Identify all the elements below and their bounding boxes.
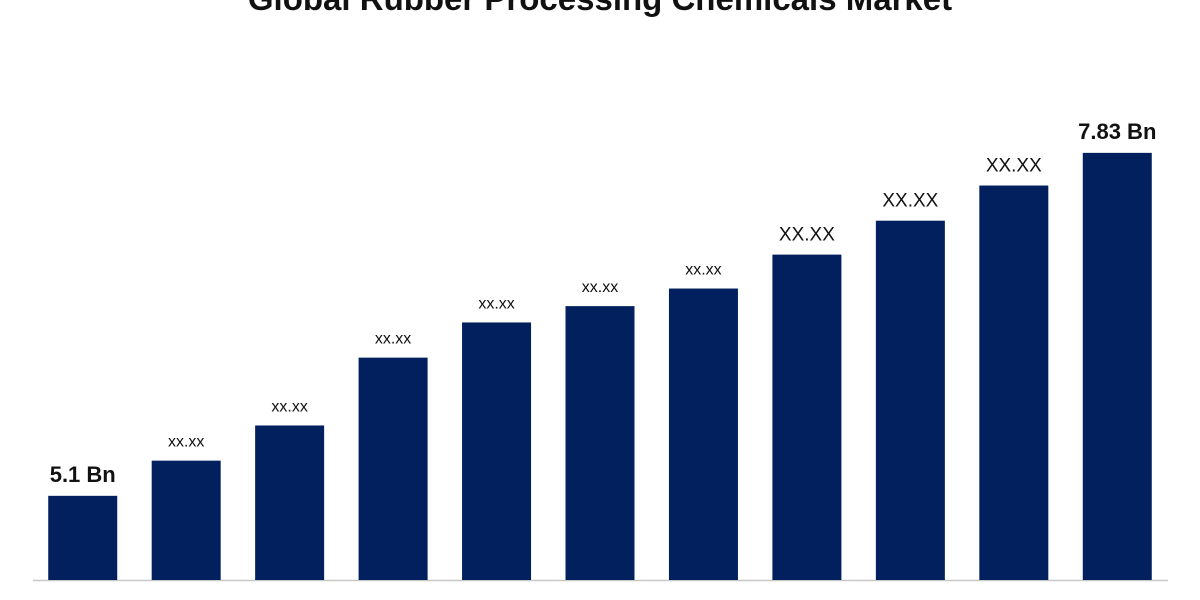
bar — [1082, 152, 1152, 580]
bar — [565, 306, 635, 580]
value-label: 7.83 Bn — [1078, 119, 1156, 144]
value-label: xx.xx — [375, 331, 411, 348]
bar — [358, 357, 428, 580]
value-label: 5.1 Bn — [50, 462, 116, 487]
chart-title: Global Rubber Processing Chemicals Marke… — [248, 0, 952, 17]
value-label: xx.xx — [271, 398, 307, 415]
value-label: xx.xx — [168, 434, 204, 451]
value-label: xx.xx — [582, 279, 618, 296]
bar — [979, 185, 1049, 581]
value-label: XX.XX — [779, 225, 835, 246]
value-label: xx.xx — [685, 262, 721, 279]
bar — [772, 254, 842, 580]
value-label: xx.xx — [478, 295, 514, 312]
bar — [151, 460, 221, 580]
bar — [462, 322, 532, 580]
value-label: XX.XX — [986, 156, 1042, 177]
value-label: XX.XX — [882, 191, 938, 212]
bar — [255, 425, 325, 580]
bar — [48, 495, 118, 580]
bar — [875, 220, 945, 580]
bar — [668, 288, 738, 580]
